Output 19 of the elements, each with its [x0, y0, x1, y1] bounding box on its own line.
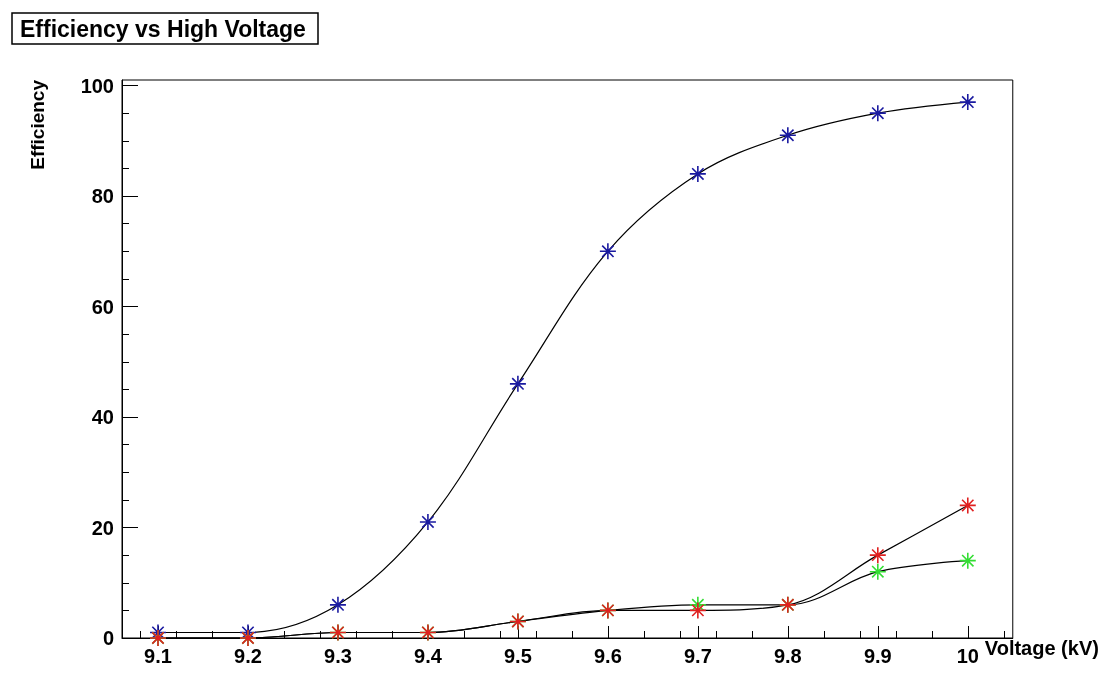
- y-axis-title: Efficiency: [27, 79, 48, 170]
- x-tick-label: 9.9: [863, 645, 892, 667]
- x-tick-label: 10: [956, 645, 979, 667]
- y-tick-label: 20: [91, 516, 114, 539]
- x-tick-label: 9.5: [503, 645, 532, 667]
- x-tick-label: 9.1: [144, 645, 172, 667]
- y-tick-label: 100: [80, 74, 114, 97]
- y-tick-label: 60: [91, 295, 114, 318]
- x-tick-label: 9.6: [593, 645, 622, 667]
- x-axis-title: Voltage (kV): [984, 637, 1098, 659]
- y-tick-label: 80: [91, 185, 114, 208]
- y-tick-label: 0: [102, 627, 114, 649]
- x-tick-label: 9.3: [324, 645, 352, 667]
- y-tick-label: 40: [91, 406, 114, 429]
- chart-title: Efficiency vs High Voltage: [20, 15, 306, 42]
- x-tick-label: 9.8: [773, 645, 802, 667]
- x-tick-label: 9.2: [234, 645, 262, 667]
- x-tick-label: 9.4: [414, 645, 443, 667]
- x-tick-label: 9.7: [683, 645, 712, 667]
